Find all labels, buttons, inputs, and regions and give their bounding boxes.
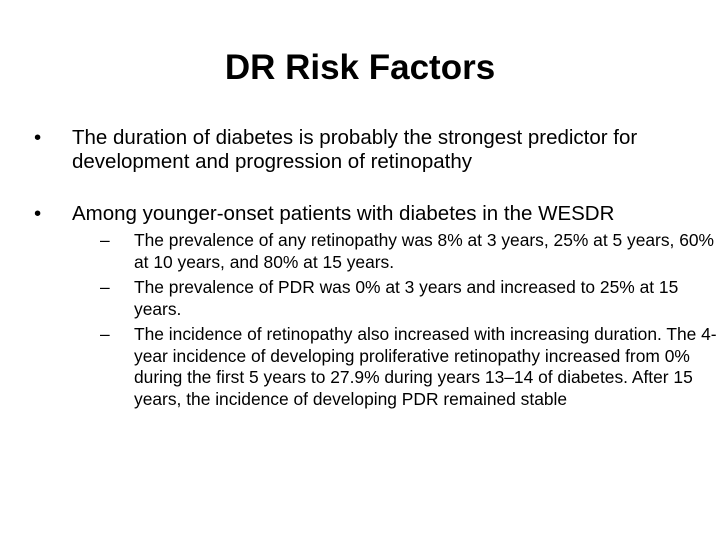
slide-title: DR Risk Factors: [224, 48, 496, 87]
bullet-marker: •: [34, 202, 42, 225]
sub-bullet-marker: –: [100, 324, 110, 344]
sub-bullet-text: The prevalence of any retinopathy was 8%…: [134, 230, 715, 272]
bullet-text: Among younger-onset patients with diabet…: [72, 202, 615, 225]
bullet-item: • Among younger-onset patients with diab…: [32, 202, 717, 410]
bullet-text: The duration of diabetes is probably the…: [72, 126, 638, 173]
sub-bullet-text: The incidence of retinopathy also increa…: [134, 324, 717, 409]
sub-bullet-marker: –: [100, 277, 110, 297]
sub-bullet-item: – The incidence of retinopathy also incr…: [92, 324, 720, 410]
sub-bullet-marker: –: [100, 230, 110, 250]
bullet-item: • The duration of diabetes is probably t…: [32, 126, 692, 174]
bullet-list: • The duration of diabetes is probably t…: [32, 126, 717, 438]
sub-bullet-item: – The prevalence of PDR was 0% at 3 year…: [92, 277, 720, 320]
sub-bullet-text: The prevalence of PDR was 0% at 3 years …: [134, 277, 679, 319]
sub-bullet-list: – The prevalence of any retinopathy was …: [92, 230, 717, 410]
sub-bullet-item: – The prevalence of any retinopathy was …: [92, 230, 720, 273]
bullet-marker: •: [34, 126, 42, 149]
